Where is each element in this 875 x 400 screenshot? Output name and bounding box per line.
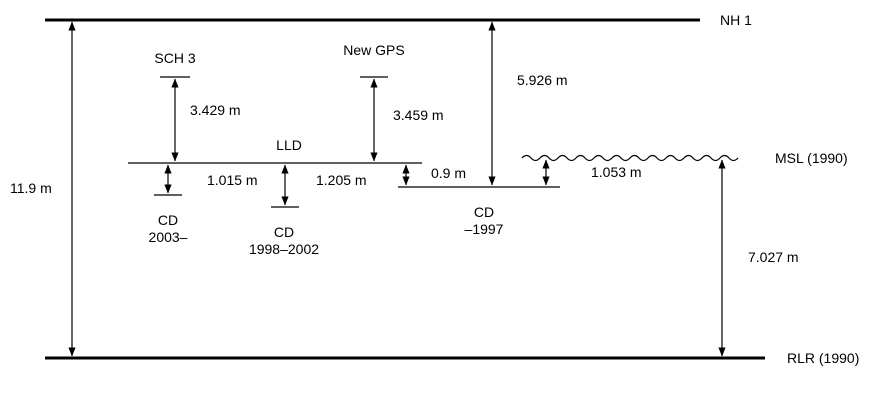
label-lld: LLD bbox=[276, 137, 302, 153]
measure-lld-cd2003: 1.015 m bbox=[207, 172, 258, 188]
msl-wave bbox=[521, 154, 739, 162]
label-cd2003-line1: CD bbox=[158, 212, 178, 228]
label-msl: MSL (1990) bbox=[775, 150, 848, 166]
measure-lld-cd1997: 0.9 m bbox=[431, 165, 466, 181]
measure-total: 11.9 m bbox=[10, 180, 52, 196]
label-rlr: RLR (1990) bbox=[787, 350, 859, 366]
label-cd1997-line1: CD bbox=[474, 204, 494, 220]
measure-cd1997-msl: 1.053 m bbox=[591, 164, 642, 180]
label-new-gps: New GPS bbox=[343, 42, 404, 58]
measure-nh1-cd1997: 5.926 m bbox=[517, 72, 568, 88]
label-cd2003-line2: 2003– bbox=[149, 229, 188, 245]
measure-gps-lld: 3.459 m bbox=[393, 107, 444, 123]
label-cd1997-line2: –1997 bbox=[465, 221, 504, 237]
measure-sch3-lld: 3.429 m bbox=[190, 102, 241, 118]
label-nh1: NH 1 bbox=[720, 12, 752, 28]
measure-lld-cd1998: 1.205 m bbox=[316, 172, 367, 188]
label-sch3: SCH 3 bbox=[154, 50, 195, 66]
measure-msl-rlr: 7.027 m bbox=[748, 249, 799, 265]
label-cd1998-line2: 1998–2002 bbox=[249, 241, 319, 257]
label-cd1998-line1: CD bbox=[274, 224, 294, 240]
